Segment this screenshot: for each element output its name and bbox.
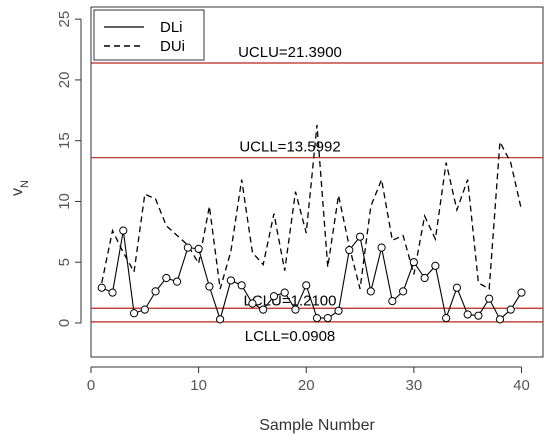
y-tick-label: 25 [56, 11, 73, 28]
control-limit-label: LCLL=0.0908 [245, 328, 336, 345]
data-point-dli [474, 311, 483, 320]
data-point-dli [355, 232, 365, 241]
data-point-dli [226, 276, 236, 285]
legend-label-dui: DUi [160, 38, 185, 55]
data-point-dli [216, 315, 225, 324]
data-point-dli [345, 245, 354, 255]
data-point-dli [517, 288, 526, 297]
data-point-dli [205, 282, 214, 291]
y-tick-label: 15 [56, 132, 73, 149]
data-point-dli [97, 283, 106, 292]
data-point-dli [409, 258, 418, 267]
series-dli [97, 226, 526, 324]
legend: DLi DUi [93, 9, 205, 61]
data-point-dli [108, 288, 117, 297]
data-point-dli [377, 243, 386, 252]
control-limit-lines: UCLU=21.3900UCLL=13.5992LCLU=1.2100LCLL=… [91, 44, 543, 345]
data-point-dli [280, 288, 289, 297]
data-point-dli [119, 226, 128, 235]
data-point-dli [140, 305, 149, 314]
x-tick-label: 0 [87, 377, 95, 394]
y-axis: 0 5 10 15 20 25 [56, 11, 82, 327]
data-point-dli [495, 315, 505, 324]
y-tick-label: 10 [56, 193, 73, 210]
data-point-dli [151, 287, 160, 296]
y-tick-label: 20 [56, 72, 73, 89]
data-point-dli [172, 277, 182, 286]
plot-frame [90, 6, 544, 358]
data-point-dli [129, 309, 139, 318]
data-point-dli [420, 273, 429, 283]
data-point-dli [183, 243, 192, 252]
data-point-dli [302, 281, 311, 290]
data-point-dli [237, 281, 246, 290]
data-point-dli [452, 283, 462, 292]
data-point-dli [269, 292, 279, 301]
data-point-dli [388, 296, 397, 306]
series-line-dli [101, 230, 522, 322]
y-tick-label: 5 [56, 258, 73, 266]
data-point-dli [248, 299, 257, 308]
data-point-dli [312, 314, 322, 323]
y-axis-title-subscript: N [19, 180, 31, 188]
y-axis-title: vN [9, 180, 31, 196]
legend-box [93, 9, 205, 61]
x-tick-label: 10 [190, 377, 207, 394]
x-axis: 0 10 20 30 40 [87, 366, 530, 394]
data-point-dli [463, 310, 472, 319]
legend-label-dli: DLi [160, 19, 183, 36]
data-point-dli [162, 273, 171, 283]
data-point-dli [291, 305, 300, 314]
data-point-dli [442, 314, 451, 323]
y-tick-label: 0 [56, 319, 73, 327]
x-axis-title: Sample Number [259, 417, 375, 434]
data-point-dli [431, 261, 440, 270]
data-point-dli [194, 244, 203, 253]
control-limit-label: UCLU=21.3900 [238, 44, 342, 61]
data-point-dli [259, 305, 268, 314]
x-tick-label: 40 [513, 377, 530, 394]
data-point-dli [334, 306, 343, 315]
data-point-dli [506, 305, 515, 314]
data-point-dli [323, 314, 332, 323]
data-point-dli [366, 287, 375, 296]
data-point-dli [398, 287, 408, 296]
control-limit-label: UCLL=13.5992 [239, 139, 340, 156]
x-tick-label: 20 [298, 377, 315, 394]
x-tick-label: 30 [406, 377, 423, 394]
data-point-dli [485, 294, 494, 303]
